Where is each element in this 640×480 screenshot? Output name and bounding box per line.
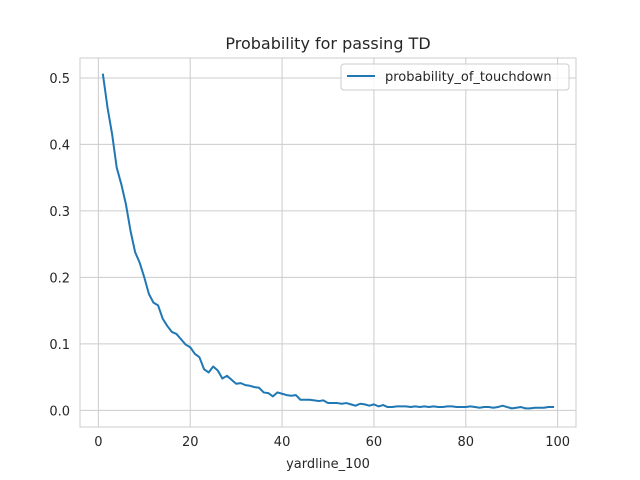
y-tick-label: 0.5 xyxy=(49,72,70,87)
x-tick-label: 80 xyxy=(458,435,475,450)
y-tick-label: 0.1 xyxy=(49,338,70,353)
legend: probability_of_touchdown xyxy=(340,63,570,91)
series-layer xyxy=(101,73,555,410)
x-axis-ticks: 0 20 40 60 80 100 xyxy=(94,435,570,450)
plot-frame xyxy=(79,57,577,428)
legend-label: probability_of_touchdown xyxy=(385,70,552,85)
y-tick-label: 0.2 xyxy=(49,271,70,286)
x-tick-label: 60 xyxy=(366,435,383,450)
series-line-probability-of-touchdown xyxy=(101,73,555,410)
x-axis-label: yardline_100 xyxy=(286,457,370,472)
x-tick-label: 100 xyxy=(545,435,570,450)
x-tick-label: 20 xyxy=(182,435,199,450)
y-tick-label: 0.3 xyxy=(49,205,70,220)
y-tick-label: 0.4 xyxy=(49,138,70,153)
legend-box xyxy=(340,63,570,91)
y-axis-ticks: 0.0 0.1 0.2 0.3 0.4 0.5 xyxy=(49,72,70,419)
x-tick-label: 0 xyxy=(94,435,102,450)
grid-lines xyxy=(80,58,576,427)
chart-title: Probability for passing TD xyxy=(225,34,430,53)
y-tick-label: 0.0 xyxy=(49,404,70,419)
x-tick-label: 40 xyxy=(274,435,291,450)
plot-area xyxy=(80,58,576,427)
